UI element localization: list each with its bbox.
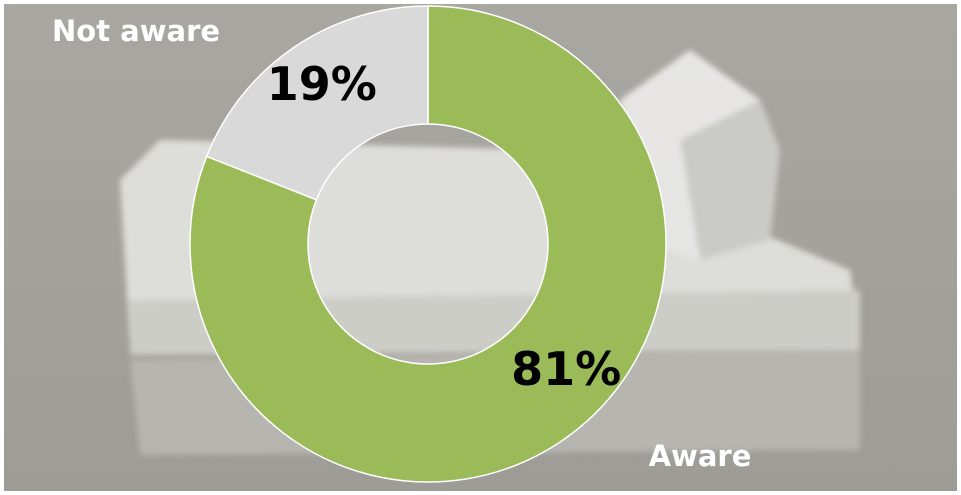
category-label: Aware bbox=[649, 439, 752, 473]
value-label: 81% bbox=[511, 342, 621, 396]
donut bbox=[189, 5, 667, 483]
donut-slice bbox=[205, 5, 429, 201]
category-label: Not aware bbox=[52, 14, 220, 48]
donut-slice bbox=[189, 5, 667, 483]
value-label: 19% bbox=[267, 57, 377, 111]
